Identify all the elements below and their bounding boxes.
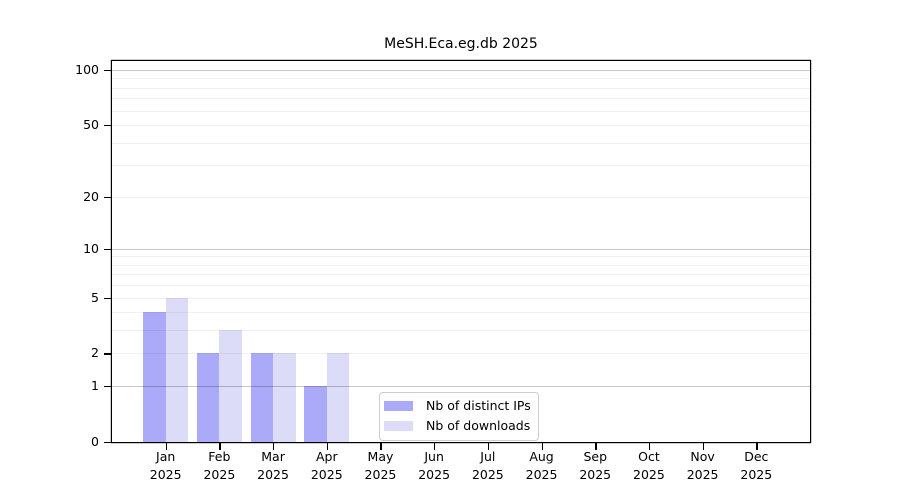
x-tick-mark-oct bbox=[648, 442, 651, 450]
y-tick-mark-10 bbox=[104, 248, 112, 250]
x-tick-year: 2025 bbox=[633, 466, 665, 482]
y-tick-label-100: 100 bbox=[75, 62, 99, 77]
x-tick-year: 2025 bbox=[364, 466, 397, 482]
x-tick-month: Jul bbox=[480, 449, 496, 464]
x-tick-mark-nov bbox=[702, 442, 704, 450]
x-tick-label-jan: Jan 2025 bbox=[136, 448, 196, 483]
x-tick-year: 2025 bbox=[579, 466, 612, 482]
x-tick-year: 2025 bbox=[257, 466, 289, 482]
gridline-minor-8 bbox=[112, 264, 810, 266]
gridline-minor-6 bbox=[112, 285, 810, 287]
bar-nb-of-downloads-apr bbox=[326, 353, 350, 442]
distinct-ips-swatch bbox=[384, 401, 413, 411]
plot-area bbox=[112, 61, 810, 442]
y-tick-mark-2 bbox=[104, 353, 112, 355]
x-tick-month: Jan bbox=[156, 449, 176, 464]
x-tick-mark-sep bbox=[595, 442, 597, 450]
x-tick-month: Nov bbox=[690, 449, 715, 464]
x-tick-year: 2025 bbox=[525, 466, 558, 482]
gridline-minor-3 bbox=[112, 330, 810, 332]
legend-label-distinct-ips: Nb of distinct IPs bbox=[426, 398, 531, 413]
y-tick-label-2: 2 bbox=[91, 345, 99, 361]
x-tick-mark-jan bbox=[165, 442, 167, 450]
gridline-major-100 bbox=[112, 70, 810, 72]
bar-nb-of-distinct-ips-mar bbox=[250, 353, 274, 442]
x-tick-year: 2025 bbox=[310, 466, 343, 482]
y-tick-mark-20 bbox=[104, 196, 112, 198]
x-tick-label-feb: Feb 2025 bbox=[189, 448, 249, 483]
x-tick-mark-feb bbox=[219, 442, 221, 450]
x-tick-label-aug: Aug 2025 bbox=[512, 448, 572, 483]
bar-nb-of-distinct-ips-apr bbox=[304, 386, 327, 442]
x-tick-mark-mar bbox=[273, 442, 275, 450]
downloads-swatch bbox=[384, 421, 413, 431]
x-tick-month: Oct bbox=[638, 449, 660, 464]
x-tick-mark-aug bbox=[541, 442, 543, 450]
gridline-minor-5 bbox=[112, 297, 810, 299]
x-tick-year: 2025 bbox=[686, 466, 719, 482]
y-tick-mark-5 bbox=[104, 297, 112, 299]
y-tick-mark-100 bbox=[104, 70, 112, 72]
legend-item-downloads: Nb of downloads bbox=[384, 416, 531, 436]
legend-label-downloads: Nb of downloads bbox=[426, 418, 531, 433]
x-tick-month: Apr bbox=[315, 449, 338, 464]
x-tick-mark-may bbox=[380, 442, 382, 450]
legend: Nb of distinct IPs Nb of downloads bbox=[379, 392, 539, 441]
gridline-minor-9 bbox=[112, 256, 810, 258]
chart-title: MeSH.Eca.eg.db 2025 bbox=[384, 36, 538, 52]
x-tick-month: May bbox=[367, 449, 394, 464]
x-tick-mark-jul bbox=[487, 442, 490, 450]
bar-nb-of-downloads-feb bbox=[219, 330, 242, 442]
y-tick-label-0: 0 bbox=[91, 434, 99, 449]
x-tick-year: 2025 bbox=[471, 466, 504, 482]
y-tick-mark-0 bbox=[104, 442, 112, 444]
x-tick-label-oct: Oct 2025 bbox=[619, 448, 679, 483]
x-tick-month: Dec bbox=[744, 449, 769, 464]
gridline-minor-30 bbox=[112, 165, 810, 167]
bar-nb-of-downloads-jan bbox=[165, 297, 189, 442]
bar-nb-of-distinct-ips-feb bbox=[196, 353, 220, 442]
gridline-major-10 bbox=[112, 248, 810, 250]
x-tick-month: Sep bbox=[583, 449, 607, 464]
gridline-minor-20 bbox=[112, 196, 810, 198]
x-tick-year: 2025 bbox=[418, 466, 451, 482]
y-tick-label-10: 10 bbox=[83, 240, 99, 256]
y-tick-mark-1 bbox=[104, 386, 112, 388]
x-tick-mark-dec bbox=[756, 442, 758, 450]
gridline-minor-80 bbox=[112, 87, 810, 89]
x-tick-label-nov: Nov 2025 bbox=[673, 448, 733, 483]
gridline-minor-70 bbox=[112, 98, 810, 100]
x-tick-label-sep: Sep 2025 bbox=[565, 448, 625, 483]
x-tick-mark-jun bbox=[434, 442, 436, 450]
x-tick-label-jul: Jul 2025 bbox=[458, 448, 518, 483]
x-tick-label-may: May 2025 bbox=[350, 448, 410, 483]
gridline-minor-7 bbox=[112, 274, 810, 276]
gridline-minor-60 bbox=[112, 110, 810, 112]
y-tick-label-20: 20 bbox=[83, 188, 99, 204]
x-tick-month: Mar bbox=[261, 449, 285, 464]
gridline-minor-50 bbox=[112, 125, 810, 127]
x-tick-month: Jun bbox=[424, 449, 444, 464]
bar-nb-of-downloads-mar bbox=[273, 353, 296, 442]
x-tick-label-jun: Jun 2025 bbox=[404, 448, 464, 483]
y-tick-mark-50 bbox=[104, 125, 112, 127]
gridline-minor-90 bbox=[112, 78, 810, 80]
bar-nb-of-distinct-ips-jan bbox=[143, 312, 166, 442]
x-tick-month: Aug bbox=[529, 449, 554, 464]
gridline-minor-4 bbox=[112, 312, 810, 314]
x-tick-year: 2025 bbox=[740, 466, 773, 482]
y-tick-label-1: 1 bbox=[91, 378, 99, 394]
x-tick-label-mar: Mar 2025 bbox=[243, 448, 303, 483]
x-tick-label-apr: Apr 2025 bbox=[297, 448, 357, 483]
x-tick-year: 2025 bbox=[203, 466, 236, 482]
x-tick-mark-apr bbox=[326, 442, 329, 450]
x-tick-month: Feb bbox=[208, 449, 231, 464]
y-tick-label-50: 50 bbox=[83, 117, 99, 133]
y-tick-label-5: 5 bbox=[91, 289, 99, 305]
gridline-minor-40 bbox=[112, 142, 810, 144]
x-tick-year: 2025 bbox=[149, 466, 182, 482]
x-tick-label-dec: Dec 2025 bbox=[726, 448, 786, 483]
legend-item-distinct-ips: Nb of distinct IPs bbox=[384, 396, 531, 416]
